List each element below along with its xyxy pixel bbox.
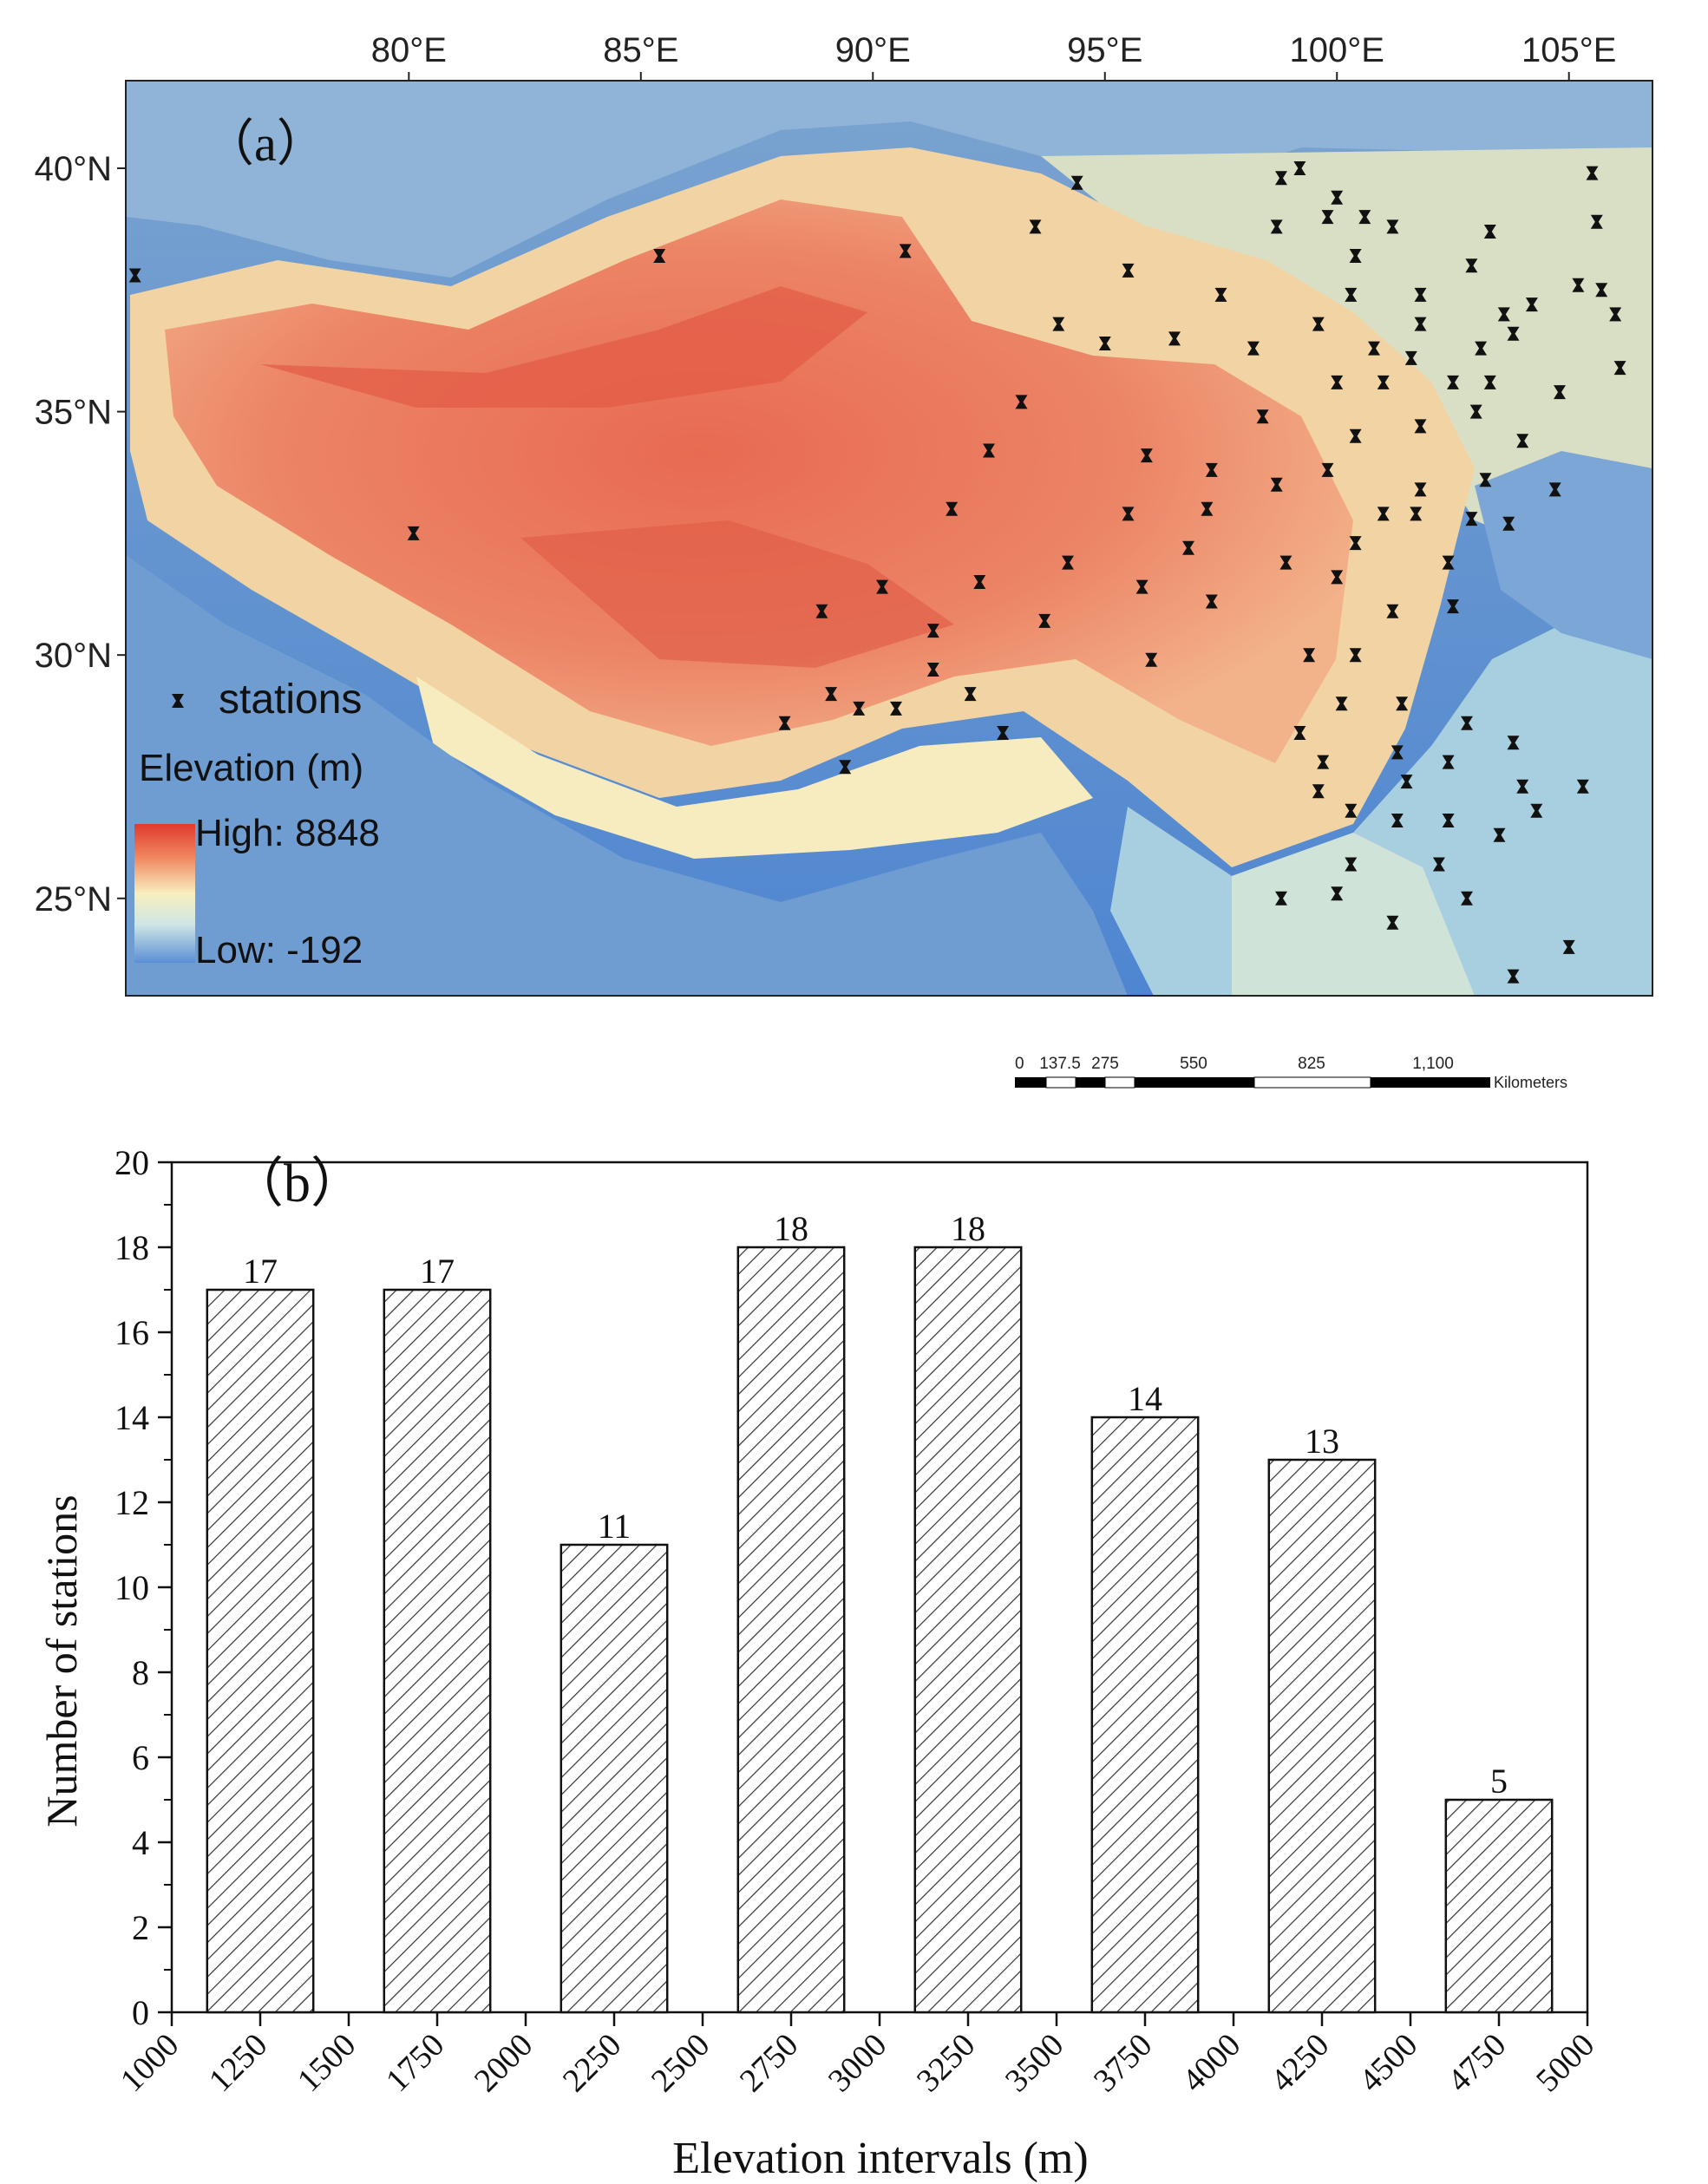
scale-tick-label: 0 [1015, 1055, 1024, 1073]
x-tick-label: 1500 [291, 2027, 363, 2099]
x-axis-title: Elevation intervals (m) [672, 2134, 1088, 2183]
lat-tick-label: 30°N [35, 637, 112, 675]
bar-1750 [383, 1288, 492, 2014]
lon-tick-label: 95°E [1067, 31, 1142, 69]
y-tick-label: 8 [132, 1653, 149, 1692]
bar-4750 [1444, 1798, 1554, 2014]
lat-tick-label: 25°N [35, 880, 112, 919]
bar-value-label: 17 [420, 1252, 455, 1291]
x-tick-label: 1000 [114, 2027, 186, 2099]
y-tick-label: 0 [132, 1993, 149, 2032]
legend-elevation-title: Elevation (m) [139, 747, 363, 789]
legend-low-label: Low: -192 [195, 929, 363, 971]
y-tick-label: 20 [115, 1143, 149, 1182]
lon-tick-label: 85°E [603, 31, 678, 69]
x-tick-label: 3750 [1087, 2027, 1159, 2099]
x-tick-label: 4000 [1175, 2027, 1247, 2099]
x-tick-label: 4500 [1352, 2027, 1424, 2099]
lon-tick-label: 100°E [1290, 31, 1384, 69]
bar-value-label: 17 [243, 1252, 278, 1291]
x-tick-label: 2750 [733, 2027, 805, 2099]
lat-tick-label: 35°N [35, 394, 112, 432]
bar-3750 [1090, 1416, 1200, 2014]
bar-1250 [206, 1288, 315, 2014]
bar-2250 [560, 1543, 669, 2014]
scale-tick-label: 137.5 [1039, 1055, 1081, 1073]
bar-value-label: 13 [1305, 1422, 1339, 1461]
bar-chart-bars [206, 1246, 1554, 2014]
x-tick-label: 1750 [379, 2027, 451, 2099]
y-tick-label: 4 [132, 1823, 149, 1862]
x-tick-label: 2000 [468, 2027, 540, 2099]
elevation-histogram-panel: 0 2 4 6 8 10 12 14 16 18 20 1000 1250 1500 1750 2000 225… [37, 1143, 1601, 2183]
map-panel-label: （a） [204, 115, 327, 172]
y-tick-label: 14 [115, 1398, 149, 1437]
bar-value-label: 11 [598, 1507, 632, 1546]
scale-bar: 0 137.5 275 550 825 1,100 Kilometers [1015, 1055, 1567, 1091]
x-tick-label: 4750 [1441, 2027, 1513, 2099]
y-tick-label: 16 [115, 1313, 149, 1352]
bar-3250 [913, 1246, 1023, 2014]
x-tick-label: 4250 [1264, 2027, 1336, 2099]
scale-tick-label: 825 [1298, 1055, 1325, 1073]
x-tick-label: 2250 [556, 2027, 628, 2099]
x-tick-label: 3250 [910, 2027, 982, 2099]
x-tick-label: 3500 [998, 2027, 1070, 2099]
x-tick-label: 1250 [202, 2027, 274, 2099]
y-tick-label: 2 [132, 1908, 149, 1947]
legend-stations-label: stations [219, 677, 362, 723]
y-tick-label: 12 [115, 1483, 149, 1522]
elevation-raster [126, 81, 1652, 996]
lon-tick-label: 90°E [835, 31, 911, 69]
scale-tick-label: 275 [1091, 1055, 1119, 1073]
bar-value-label: 5 [1490, 1762, 1508, 1801]
bar-value-label: 18 [774, 1209, 808, 1248]
x-tick-label: 3000 [821, 2027, 893, 2099]
scale-unit-label: Kilometers [1494, 1074, 1567, 1091]
scale-tick-label: 1,100 [1412, 1055, 1454, 1073]
y-tick-label: 10 [115, 1568, 149, 1607]
y-axis-title: Number of stations [37, 1494, 86, 1827]
y-tick-label: 6 [132, 1738, 149, 1777]
x-tick-label: 5000 [1529, 2027, 1601, 2099]
bar-value-label: 14 [1128, 1379, 1162, 1418]
legend-high-label: High: 8848 [195, 812, 380, 854]
bar-4250 [1267, 1458, 1377, 2014]
lon-tick-label: 105°E [1521, 31, 1616, 69]
x-tick-label: 2500 [645, 2027, 717, 2099]
map-axis-ticks: 80°E 85°E 90°E 95°E 100°E 105°E 40°N 35°N 30°N 25… [35, 31, 1617, 919]
legend-color-ramp [134, 824, 195, 963]
lon-tick-label: 80°E [371, 31, 447, 69]
scale-tick-label: 550 [1180, 1055, 1207, 1073]
bar-2750 [736, 1246, 846, 2014]
bar-value-labels: 17 17 11 18 18 14 13 5 [243, 1209, 1508, 1801]
bar-panel-label: （b） [230, 1154, 364, 1213]
y-tick-label: 18 [115, 1228, 149, 1267]
map-legend: stations Elevation (m) High: 8848 Low: -… [134, 677, 380, 971]
bar-chart-axes: 0 2 4 6 8 10 12 14 16 18 20 1000 1250 1500 1750 2000 225… [114, 1143, 1601, 2099]
bar-value-label: 18 [951, 1209, 985, 1248]
station-map-panel: 80°E 85°E 90°E 95°E 100°E 105°E 40°N 35°N 30°N 25… [35, 31, 1653, 1091]
lat-tick-label: 40°N [35, 150, 112, 188]
